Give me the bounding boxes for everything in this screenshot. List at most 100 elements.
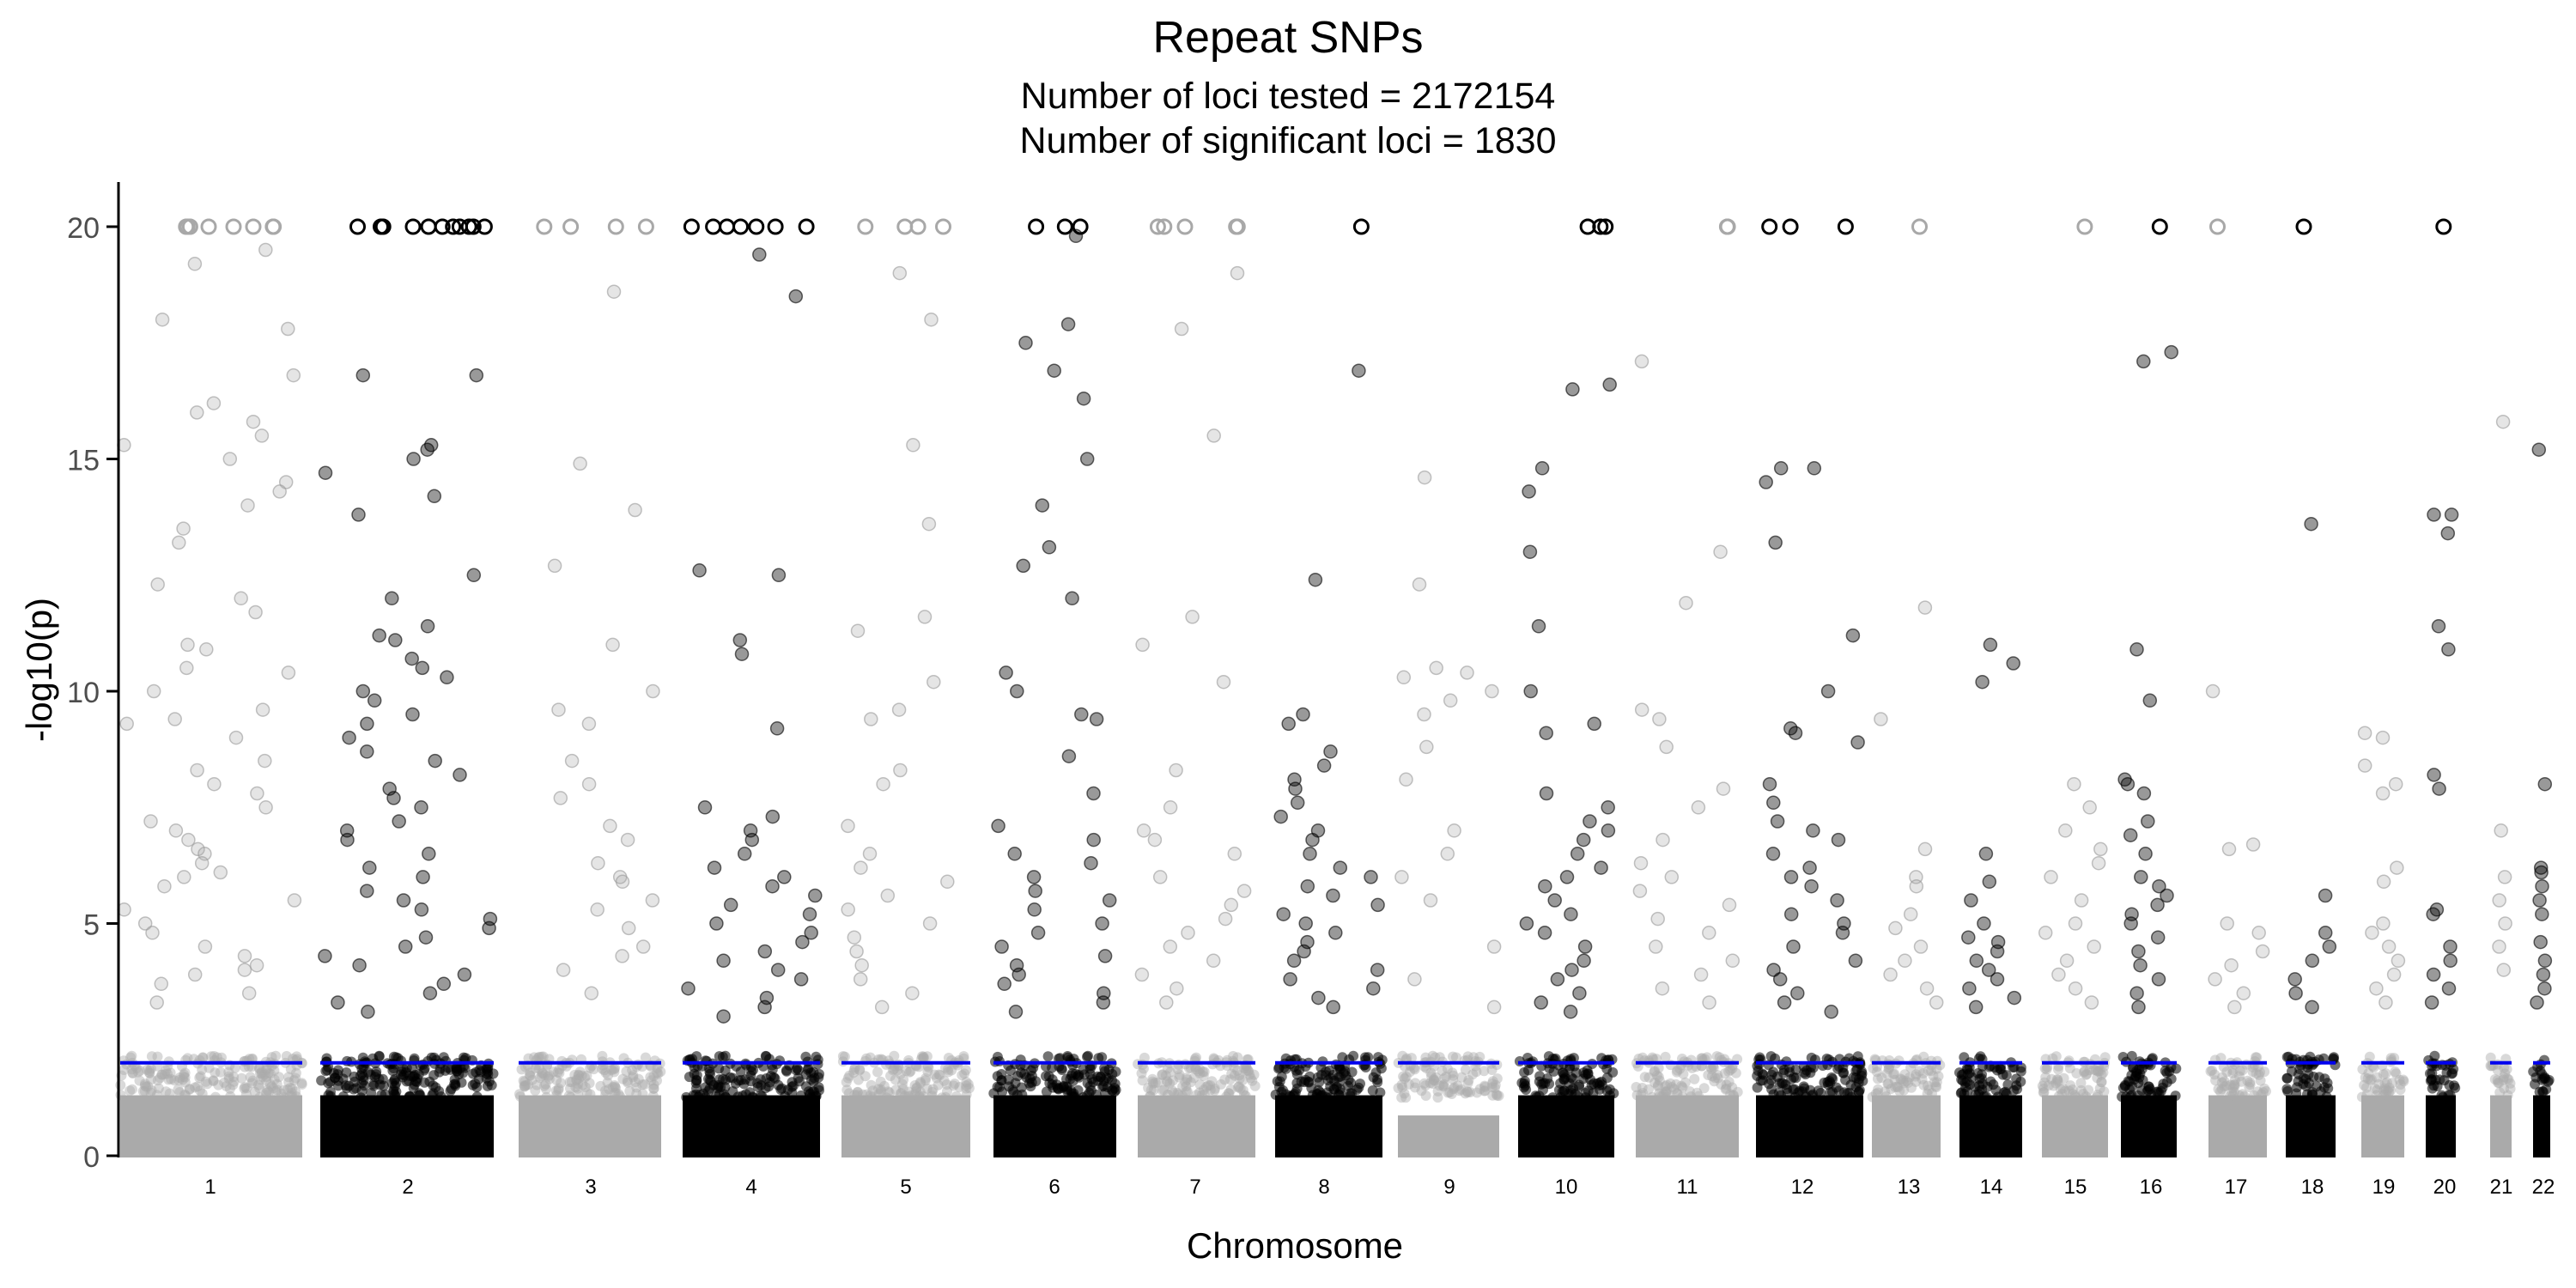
locus-point bbox=[2067, 1084, 2078, 1095]
significant-locus-point bbox=[453, 768, 467, 782]
locus-point bbox=[2069, 1090, 2081, 1101]
locus-point bbox=[2251, 1052, 2263, 1063]
locus-point bbox=[115, 1079, 126, 1091]
locus-point bbox=[2047, 1053, 2058, 1064]
locus-point bbox=[621, 1066, 632, 1077]
chromosome-21-points bbox=[2485, 414, 2516, 1157]
locus-point bbox=[1233, 1081, 1244, 1092]
locus-point bbox=[918, 1052, 929, 1063]
significant-locus-point bbox=[1396, 670, 1412, 685]
locus-point bbox=[2427, 1068, 2438, 1078]
locus-point bbox=[2075, 1084, 2087, 1096]
significant-locus-point bbox=[181, 832, 196, 848]
locus-point bbox=[1923, 1080, 1933, 1091]
locus-point bbox=[330, 1072, 340, 1084]
locus-point bbox=[1479, 1085, 1490, 1097]
locus-point bbox=[637, 1079, 648, 1091]
locus-point bbox=[1870, 1088, 1881, 1099]
locus-point bbox=[1519, 1076, 1530, 1087]
locus-point bbox=[1393, 1083, 1404, 1094]
locus-point bbox=[2368, 1062, 2379, 1073]
locus-point bbox=[289, 1075, 300, 1086]
locus-point bbox=[2038, 1087, 2050, 1097]
locus-point bbox=[2143, 1081, 2154, 1092]
significant-locus-point bbox=[1326, 999, 1340, 1015]
locus-point bbox=[1719, 1068, 1730, 1078]
significant-locus-point bbox=[1577, 939, 1593, 954]
significant-locus-point bbox=[187, 257, 203, 271]
significant-locus-point bbox=[707, 860, 722, 875]
significant-locus-point bbox=[1061, 749, 1077, 763]
locus-point bbox=[848, 1067, 860, 1078]
significant-locus-point bbox=[2142, 693, 2158, 708]
locus-point bbox=[2437, 1091, 2448, 1103]
significant-locus-point bbox=[1919, 981, 1935, 996]
locus-point bbox=[177, 1074, 188, 1085]
chart-subtitle: Number of loci tested = 2172154 Number o… bbox=[0, 74, 2576, 163]
locus-point bbox=[811, 1091, 822, 1102]
significant-locus-point bbox=[440, 670, 454, 685]
locus-point bbox=[1706, 1064, 1717, 1075]
locus-point bbox=[1896, 1074, 1907, 1085]
significant-locus-point bbox=[1564, 963, 1579, 977]
locus-point bbox=[1889, 1068, 1900, 1079]
locus-point bbox=[146, 1051, 157, 1062]
significant-locus-point bbox=[862, 847, 878, 861]
significant-locus-point bbox=[1845, 628, 1861, 643]
locus-point bbox=[1396, 1092, 1407, 1103]
significant-locus-point bbox=[194, 855, 210, 871]
locus-point bbox=[2251, 1068, 2262, 1079]
x-tick-label-20: 20 bbox=[2433, 1176, 2457, 1199]
locus-point bbox=[1856, 1070, 1867, 1081]
locus-point bbox=[389, 1073, 400, 1084]
locus-point bbox=[1662, 1091, 1673, 1103]
significant-locus-point bbox=[2068, 981, 2083, 996]
locus-point bbox=[1728, 1091, 1739, 1102]
capped-locus-point bbox=[1719, 218, 1736, 235]
locus-point bbox=[2361, 1089, 2372, 1100]
locus-point bbox=[1649, 1066, 1660, 1078]
locus-point bbox=[1082, 1078, 1093, 1089]
capped-locus-point bbox=[732, 218, 749, 235]
significant-locus-point bbox=[1691, 800, 1706, 815]
significant-locus-point bbox=[997, 976, 1012, 992]
locus-point bbox=[954, 1082, 965, 1092]
locus-point bbox=[911, 1083, 922, 1094]
locus-point bbox=[126, 1084, 137, 1095]
significant-locus-point bbox=[2138, 847, 2153, 861]
locus-point bbox=[1193, 1066, 1204, 1077]
locus-point bbox=[2065, 1080, 2076, 1091]
capped-locus-point bbox=[225, 218, 242, 235]
significant-locus-point bbox=[1874, 712, 1888, 726]
locus-point bbox=[1710, 1072, 1721, 1084]
locus-point bbox=[261, 1088, 272, 1098]
locus-point bbox=[1201, 1081, 1212, 1092]
locus-point bbox=[254, 1092, 265, 1103]
locus-point bbox=[2252, 1086, 2263, 1097]
significant-locus-point bbox=[1652, 712, 1667, 726]
locus-point bbox=[892, 1065, 903, 1076]
locus-point bbox=[872, 1066, 883, 1078]
significant-locus-point bbox=[1007, 847, 1022, 861]
locus-point bbox=[929, 1069, 940, 1080]
locus-point bbox=[134, 1075, 145, 1086]
locus-point bbox=[1162, 1076, 1173, 1087]
locus-point bbox=[1403, 1078, 1414, 1090]
significant-locus-point bbox=[2134, 870, 2148, 884]
locus-point bbox=[1397, 1050, 1408, 1061]
significant-locus-point bbox=[367, 693, 382, 708]
locus-point bbox=[210, 1067, 221, 1078]
locus-point bbox=[1225, 1084, 1236, 1095]
significant-locus-point bbox=[360, 716, 374, 732]
x-tick-label-21: 21 bbox=[2490, 1176, 2513, 1199]
significant-locus-point bbox=[1850, 735, 1865, 750]
locus-point bbox=[1714, 1052, 1725, 1063]
significant-locus-point bbox=[2318, 926, 2333, 940]
locus-point bbox=[391, 1052, 402, 1063]
significant-locus-point bbox=[646, 683, 660, 699]
significant-locus-point bbox=[734, 647, 750, 661]
capped-locus-point bbox=[1176, 218, 1194, 235]
locus-point bbox=[1594, 1080, 1605, 1091]
locus-point bbox=[2247, 1061, 2258, 1072]
locus-point bbox=[401, 1076, 412, 1087]
